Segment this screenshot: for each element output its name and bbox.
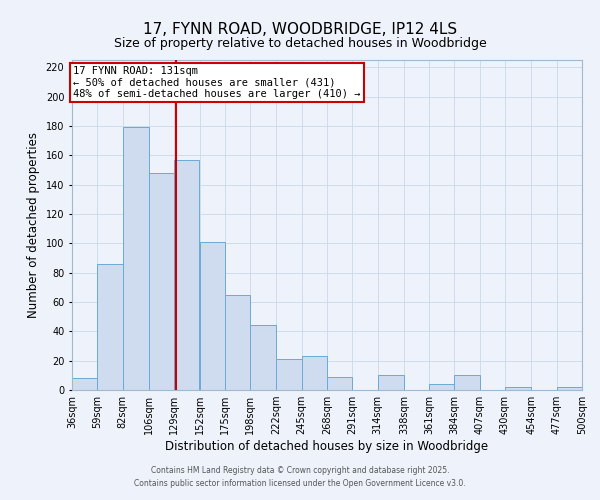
Bar bbox=[72, 378, 97, 390]
Text: 17 FYNN ROAD: 131sqm
← 50% of detached houses are smaller (431)
48% of semi-deta: 17 FYNN ROAD: 131sqm ← 50% of detached h… bbox=[73, 66, 361, 99]
Bar bbox=[557, 387, 582, 390]
Bar bbox=[199, 242, 225, 390]
Bar bbox=[122, 128, 149, 390]
Bar bbox=[455, 376, 480, 390]
Bar bbox=[327, 377, 352, 390]
Bar bbox=[250, 326, 277, 390]
Bar bbox=[429, 384, 455, 390]
Text: Contains HM Land Registry data © Crown copyright and database right 2025.
Contai: Contains HM Land Registry data © Crown c… bbox=[134, 466, 466, 487]
Bar bbox=[149, 173, 174, 390]
Bar bbox=[505, 387, 532, 390]
Text: Size of property relative to detached houses in Woodbridge: Size of property relative to detached ho… bbox=[113, 38, 487, 51]
Text: 17, FYNN ROAD, WOODBRIDGE, IP12 4LS: 17, FYNN ROAD, WOODBRIDGE, IP12 4LS bbox=[143, 22, 457, 38]
X-axis label: Distribution of detached houses by size in Woodbridge: Distribution of detached houses by size … bbox=[166, 440, 488, 453]
Bar bbox=[377, 376, 404, 390]
Bar bbox=[302, 356, 327, 390]
Bar bbox=[225, 294, 250, 390]
Bar bbox=[277, 359, 302, 390]
Y-axis label: Number of detached properties: Number of detached properties bbox=[27, 132, 40, 318]
Bar bbox=[97, 264, 122, 390]
Bar bbox=[174, 160, 199, 390]
